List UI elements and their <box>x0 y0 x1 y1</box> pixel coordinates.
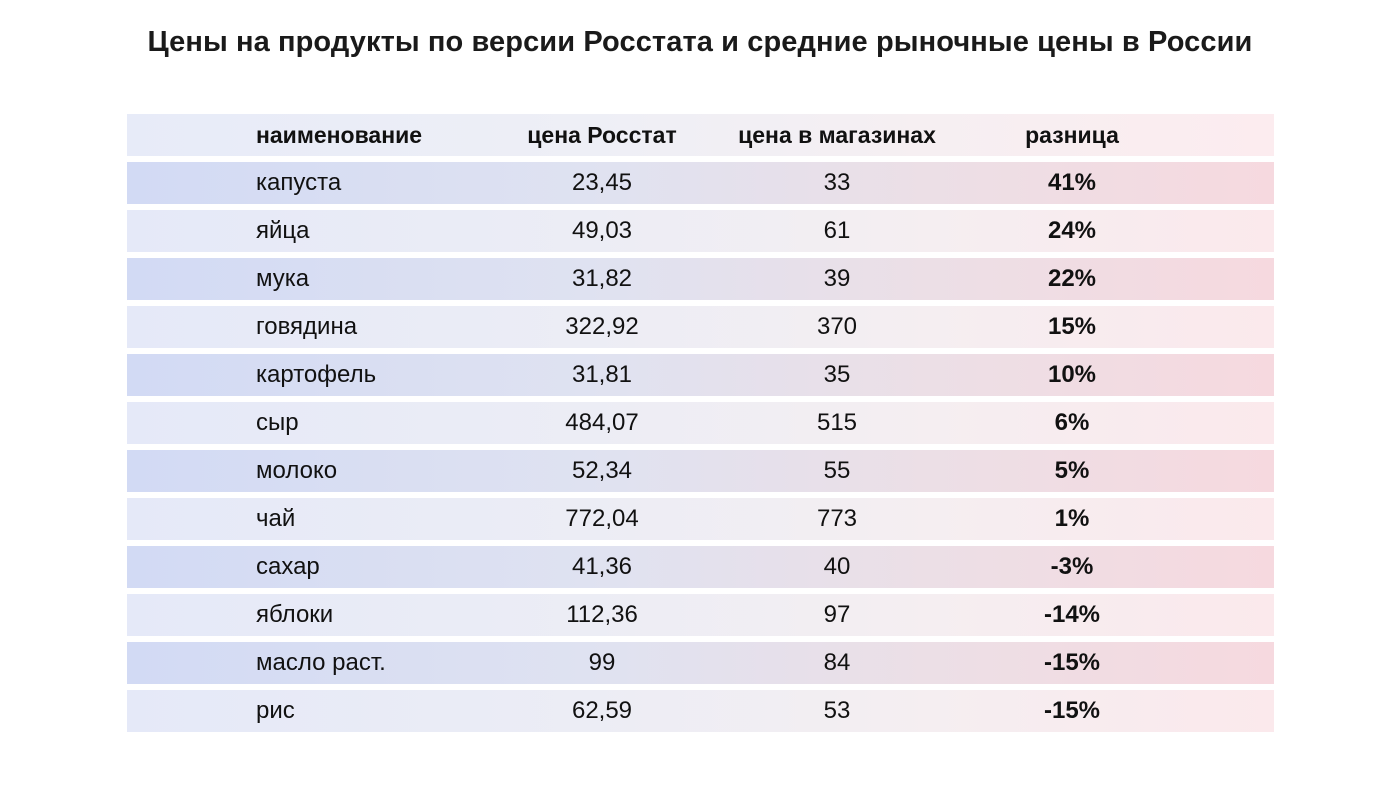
cell-product-name: рис <box>256 697 295 724</box>
cell-rosstat-price: 112,36 <box>566 601 638 628</box>
cell-product-name: масло раст. <box>256 649 386 676</box>
table-header-row: наименование цена Росстат цена в магазин… <box>127 114 1274 156</box>
table-row: молоко 52,34 55 5% <box>127 450 1274 492</box>
cell-difference: -15% <box>1043 697 1101 724</box>
cell-shop-price: 53 <box>823 697 851 724</box>
cell-rosstat-price: 772,04 <box>565 505 639 532</box>
cell-product-name: говядина <box>256 313 358 340</box>
table-row: яблоки 112,36 97 -14% <box>127 594 1274 636</box>
cell-rosstat-price: 99 <box>588 649 616 676</box>
header-shop-price: цена в магазинах <box>738 122 936 148</box>
cell-shop-price: 40 <box>823 553 851 580</box>
cell-difference: 10% <box>1047 361 1097 388</box>
table-row: масло раст. 99 84 -15% <box>127 642 1274 684</box>
table-row: мука 31,82 39 22% <box>127 258 1274 300</box>
cell-shop-price: 35 <box>823 361 851 388</box>
cell-product-name: яйца <box>256 217 310 244</box>
header-name: наименование <box>256 122 423 148</box>
cell-product-name: сахар <box>256 553 320 580</box>
cell-rosstat-price: 31,81 <box>571 361 633 388</box>
cell-difference: -15% <box>1043 649 1101 676</box>
cell-rosstat-price: 31,82 <box>571 265 633 292</box>
cell-shop-price: 39 <box>823 265 851 292</box>
table-body: капуста 23,45 33 41% яйца 49,03 61 24% мука 31,82… <box>127 162 1274 732</box>
cell-shop-price: 33 <box>823 169 851 196</box>
cell-difference: 1% <box>1054 505 1090 532</box>
table-row: сахар 41,36 40 -3% <box>127 546 1274 588</box>
cell-shop-price: 370 <box>816 313 858 340</box>
cell-difference: -14% <box>1043 601 1101 628</box>
cell-difference: 41% <box>1047 169 1097 196</box>
cell-rosstat-price: 41,36 <box>571 553 633 580</box>
chart-title: Цены на продукты по версии Росстата и ср… <box>147 26 1253 58</box>
table-row: капуста 23,45 33 41% <box>127 162 1274 204</box>
table-row: рис 62,59 53 -15% <box>127 690 1274 732</box>
table-row: яйца 49,03 61 24% <box>127 210 1274 252</box>
cell-rosstat-price: 62,59 <box>571 697 633 724</box>
table-row: сыр 484,07 515 6% <box>127 402 1274 444</box>
cell-product-name: картофель <box>256 361 377 388</box>
table-row: картофель 31,81 35 10% <box>127 354 1274 396</box>
price-table: наименование цена Росстат цена в магазин… <box>127 114 1274 738</box>
cell-product-name: яблоки <box>256 601 334 628</box>
cell-shop-price: 97 <box>823 601 851 628</box>
header-rosstat-price: цена Росстат <box>527 122 677 148</box>
cell-rosstat-price: 322,92 <box>565 313 639 340</box>
cell-rosstat-price: 484,07 <box>565 409 639 436</box>
cell-rosstat-price: 52,34 <box>571 457 633 484</box>
cell-shop-price: 61 <box>823 217 851 244</box>
cell-product-name: капуста <box>256 169 342 196</box>
cell-shop-price: 84 <box>823 649 851 676</box>
cell-shop-price: 515 <box>816 409 858 436</box>
cell-rosstat-price: 49,03 <box>571 217 633 244</box>
cell-product-name: мука <box>256 265 310 292</box>
cell-product-name: молоко <box>256 457 338 484</box>
cell-rosstat-price: 23,45 <box>571 169 633 196</box>
cell-difference: 15% <box>1047 313 1097 340</box>
cell-difference: 5% <box>1054 457 1090 484</box>
cell-product-name: чай <box>256 505 296 532</box>
table-row: чай 772,04 773 1% <box>127 498 1274 540</box>
cell-difference: 22% <box>1047 265 1097 292</box>
cell-shop-price: 773 <box>816 505 858 532</box>
cell-difference: -3% <box>1050 553 1094 580</box>
cell-difference: 24% <box>1047 217 1097 244</box>
cell-product-name: сыр <box>256 409 299 436</box>
cell-shop-price: 55 <box>823 457 851 484</box>
table-row: говядина 322,92 370 15% <box>127 306 1274 348</box>
header-difference: разница <box>1025 122 1119 148</box>
cell-difference: 6% <box>1054 409 1090 436</box>
